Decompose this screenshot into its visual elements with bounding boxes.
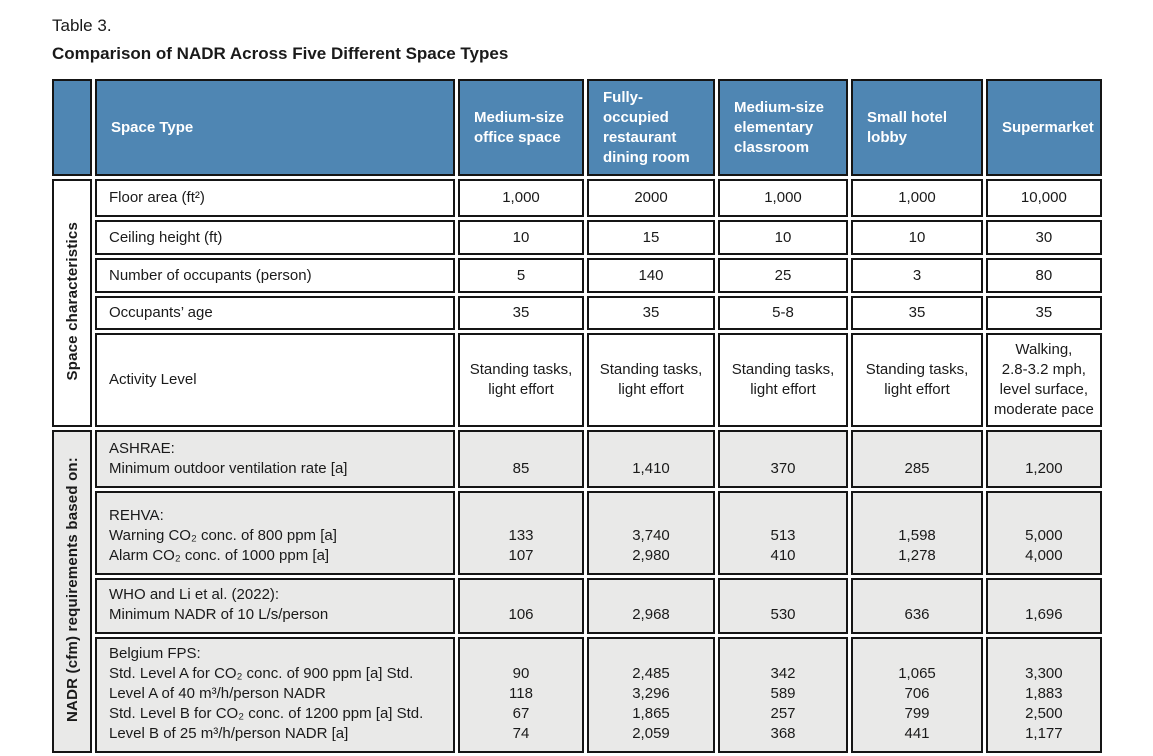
table-title: Comparison of NADR Across Five Different… xyxy=(52,44,509,63)
header-col-office: Medium-size office space xyxy=(458,79,584,176)
value-cell: 5,000 4,000 xyxy=(986,491,1102,575)
value-cell: 140 xyxy=(587,258,715,293)
table-row-rehva: REHVA: Warning CO₂ conc. of 800 ppm [a] … xyxy=(52,491,1102,575)
value-cell: 3,740 2,980 xyxy=(587,491,715,575)
row-label: Number of occupants (person) xyxy=(95,258,455,293)
value-cell: 3 xyxy=(851,258,983,293)
value-cell: Standing tasks, light effort xyxy=(587,333,715,427)
value-cell: 2,968 xyxy=(587,578,715,634)
value-cell: 1,000 xyxy=(458,179,584,217)
value-cell: 2,485 3,296 1,865 2,059 xyxy=(587,637,715,753)
value-cell: 30 xyxy=(986,220,1102,255)
value-cell: 1,065 706 799 441 xyxy=(851,637,983,753)
header-spacer-cell xyxy=(52,79,92,176)
value-cell: 342 589 257 368 xyxy=(718,637,848,753)
value-cell: 25 xyxy=(718,258,848,293)
group-label-space-characteristics: Space characteristics xyxy=(52,179,92,427)
row-label: Occupants’ age xyxy=(95,296,455,330)
value-cell: 85 xyxy=(458,430,584,488)
header-col-classroom: Medium-size elementary classroom xyxy=(718,79,848,176)
value-cell: 10 xyxy=(718,220,848,255)
value-cell: 5-8 xyxy=(718,296,848,330)
table-row-floor-area: Space characteristics Floor area (ft²) 1… xyxy=(52,179,1102,427)
row-label: Belgium FPS: Std. Level A for CO₂ conc. … xyxy=(95,637,455,753)
value-cell: 35 xyxy=(587,296,715,330)
value-cell: 5 xyxy=(458,258,584,293)
row-label: WHO and Li et al. (2022): Minimum NADR o… xyxy=(95,578,455,634)
value-cell: 106 xyxy=(458,578,584,634)
value-cell: 513 410 xyxy=(718,491,848,575)
value-cell: Walking, 2.8-3.2 mph, level surface, mod… xyxy=(986,333,1102,427)
table-row-ashrae: NADR (cfm) requirements based on: ASHRAE… xyxy=(52,430,1102,753)
value-cell: 80 xyxy=(986,258,1102,293)
table-row-occupants: Number of occupants (person) 5 140 25 3 … xyxy=(52,258,1102,293)
row-label: ASHRAE: Minimum outdoor ventilation rate… xyxy=(95,430,455,488)
value-cell: 370 xyxy=(718,430,848,488)
table-row-belgium-fps: Belgium FPS: Std. Level A for CO₂ conc. … xyxy=(52,637,1102,753)
value-cell: 1,696 xyxy=(986,578,1102,634)
table-number-label: Table 3. xyxy=(52,16,112,35)
header-space-type: Space Type xyxy=(95,79,455,176)
table-row-occupants-age: Occupants’ age 35 35 5-8 35 35 xyxy=(52,296,1102,330)
row-label: Floor area (ft²) xyxy=(95,179,455,217)
row-label: Ceiling height (ft) xyxy=(95,220,455,255)
value-cell: 530 xyxy=(718,578,848,634)
table-caption: Table 3. Comparison of NADR Across Five … xyxy=(52,14,1153,66)
value-cell: 285 xyxy=(851,430,983,488)
nadr-comparison-table: Space Type Medium-size office space Full… xyxy=(49,76,1105,756)
value-cell: Standing tasks, light effort xyxy=(851,333,983,427)
value-cell: 2000 xyxy=(587,179,715,217)
space-characteristics-vertical-label: Space characteristics xyxy=(63,221,81,381)
value-cell: 1,200 xyxy=(986,430,1102,488)
value-cell: Standing tasks, light effort xyxy=(718,333,848,427)
value-cell: 15 xyxy=(587,220,715,255)
value-cell: 1,000 xyxy=(718,179,848,217)
value-cell: 90 118 67 74 xyxy=(458,637,584,753)
header-col-hotel-lobby: Small hotel lobby xyxy=(851,79,983,176)
value-cell: 1,410 xyxy=(587,430,715,488)
value-cell: 35 xyxy=(458,296,584,330)
row-label: Activity Level xyxy=(95,333,455,427)
value-cell: 35 xyxy=(851,296,983,330)
row-label: REHVA: Warning CO₂ conc. of 800 ppm [a] … xyxy=(95,491,455,575)
value-cell: 35 xyxy=(986,296,1102,330)
value-cell: 1,598 1,278 xyxy=(851,491,983,575)
value-cell: 10 xyxy=(458,220,584,255)
value-cell: Standing tasks, light effort xyxy=(458,333,584,427)
table-row-activity-level: Activity Level Standing tasks, light eff… xyxy=(52,333,1102,427)
value-cell: 636 xyxy=(851,578,983,634)
group-label-nadr-requirements: NADR (cfm) requirements based on: xyxy=(52,430,92,753)
header-col-supermarket: Supermarket xyxy=(986,79,1102,176)
nadr-requirements-vertical-label: NADR (cfm) requirements based on: xyxy=(63,457,81,722)
value-cell: 133 107 xyxy=(458,491,584,575)
value-cell: 10 xyxy=(851,220,983,255)
value-cell: 3,300 1,883 2,500 1,177 xyxy=(986,637,1102,753)
header-row: Space Type Medium-size office space Full… xyxy=(52,79,1102,176)
value-cell: 1,000 xyxy=(851,179,983,217)
header-col-restaurant: Fully- occupied restaurant dining room xyxy=(587,79,715,176)
table-row-ceiling-height: Ceiling height (ft) 10 15 10 10 30 xyxy=(52,220,1102,255)
value-cell: 10,000 xyxy=(986,179,1102,217)
table-row-who-li: WHO and Li et al. (2022): Minimum NADR o… xyxy=(52,578,1102,634)
